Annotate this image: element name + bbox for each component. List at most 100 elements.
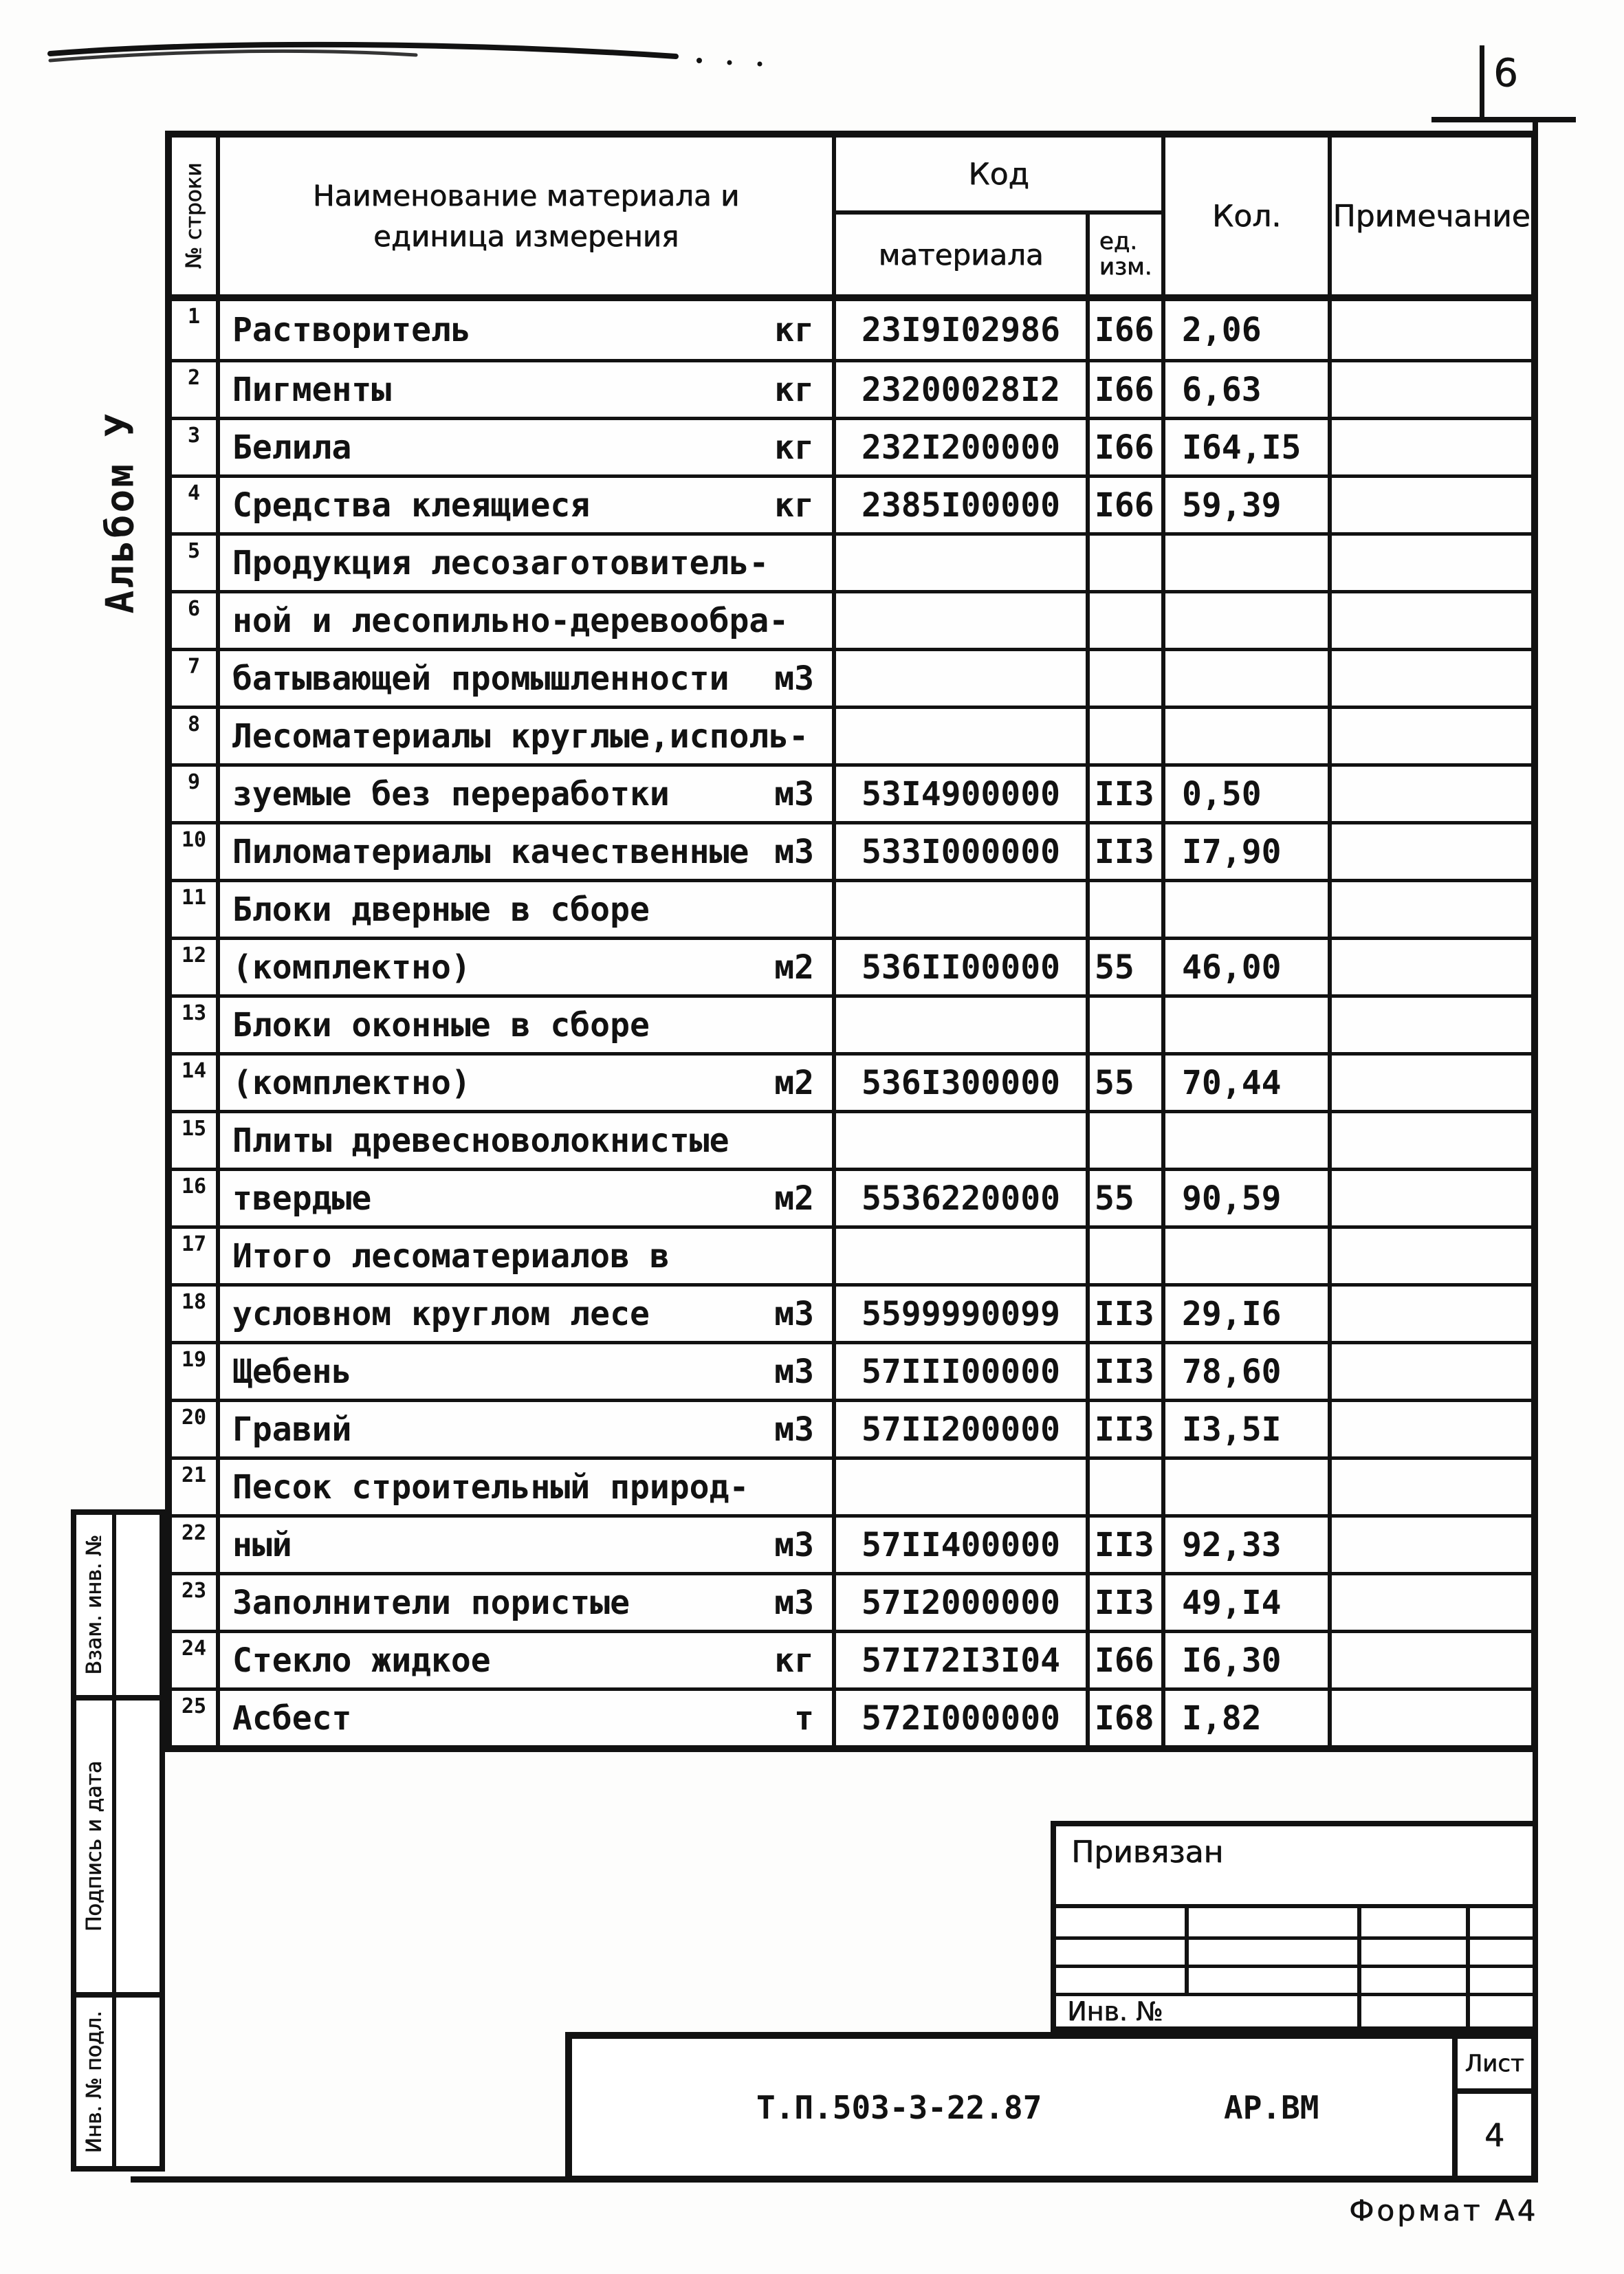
unit-code-cell: I66 <box>1090 478 1165 532</box>
material-name-cell: Блоки дверные в сборе <box>220 882 836 937</box>
stamp-cell-podpis: Подпись и дата <box>76 1701 160 1998</box>
grid-cell <box>1185 1936 1357 1965</box>
row-number-cell: 8 <box>172 709 220 763</box>
row-number-cell: 4 <box>172 478 220 532</box>
unit-code-cell: 55 <box>1090 1056 1165 1110</box>
material-name-cell: Растворитель кг <box>220 301 836 359</box>
material-name: Щебень <box>232 1352 352 1391</box>
table-row: 2 Пигменты кг 23200028I2 I66 6,63 <box>172 359 1531 417</box>
row-number-cell: 6 <box>172 593 220 648</box>
material-unit: м3 <box>774 659 814 698</box>
material-code-cell <box>836 1113 1090 1168</box>
table-header: № строки Наименование материала и единиц… <box>172 138 1531 301</box>
row-number-cell: 9 <box>172 767 220 821</box>
sheet-label: Лист <box>1458 2039 1531 2094</box>
quantity-cell: 46,00 <box>1165 940 1332 994</box>
material-name: Пиломатериалы качественные <box>232 832 749 871</box>
unit-code-cell: II3 <box>1090 767 1165 821</box>
header-unit-code: ед. изм. <box>1099 228 1152 281</box>
material-name: Продукция лесозаготовитель- <box>232 543 769 582</box>
material-unit: м2 <box>774 1179 814 1218</box>
material-code-cell: 23I9I02986 <box>836 301 1090 359</box>
material-code-cell: 5599990099 <box>836 1287 1090 1341</box>
unit-code-cell: I66 <box>1090 362 1165 417</box>
material-name: ный <box>232 1525 292 1564</box>
material-name: Стекло жидкое <box>232 1641 491 1680</box>
table-body: 1 Растворитель кг 23I9I02986 I66 2,06 2 Пигмент… <box>172 301 1531 1745</box>
quantity-cell <box>1165 709 1332 763</box>
unit-code-cell: 55 <box>1090 1171 1165 1225</box>
material-name-cell: Плиты древесноволокнистые <box>220 1113 836 1168</box>
table-row: 20 Гравий м3 57II200000 II3 I3,5I <box>172 1399 1531 1456</box>
quantity-cell: 90,59 <box>1165 1171 1332 1225</box>
row-number-cell: 3 <box>172 420 220 474</box>
table-row: 11 Блоки дверные в сборе <box>172 879 1531 937</box>
note-cell <box>1332 767 1531 821</box>
sheet-column: Лист 4 <box>1452 2039 1531 2176</box>
material-name-cell: условном круглом лесе м3 <box>220 1287 836 1341</box>
quantity-cell <box>1165 593 1332 648</box>
material-name: Средства клеящиеся <box>232 485 591 525</box>
material-name: зуемые без переработки <box>232 774 670 813</box>
material-name-cell: Стекло жидкое кг <box>220 1633 836 1687</box>
material-name-cell: Лесоматериалы круглые,исполь- <box>220 709 836 763</box>
sheet-number: 4 <box>1484 2116 1505 2154</box>
table-row: 10 Пиломатериалы качественные м3 533I000000… <box>172 821 1531 879</box>
grid-cell <box>1056 1965 1185 1993</box>
quantity-cell: 2,06 <box>1165 301 1332 359</box>
material-name: Итого лесоматериалов в <box>232 1236 670 1276</box>
note-cell <box>1332 1691 1531 1745</box>
material-code-cell: 232I200000 <box>836 420 1090 474</box>
material-code-cell <box>836 882 1090 937</box>
header-name-line2: единица измерения <box>373 219 679 253</box>
row-number-cell: 17 <box>172 1229 220 1283</box>
privyazan-grid: Инв. № <box>1056 1908 1533 2026</box>
row-number-cell: 19 <box>172 1344 220 1399</box>
material-code-cell <box>836 998 1090 1052</box>
stamp-label-podpis: Подпись и дата <box>82 1760 107 1932</box>
unit-code-cell: II3 <box>1090 1402 1165 1456</box>
material-code-cell: 536I300000 <box>836 1056 1090 1110</box>
grid-cell <box>1466 1908 1533 1936</box>
unit-code-cell <box>1090 536 1165 590</box>
note-cell <box>1332 1460 1531 1514</box>
material-name: Лесоматериалы круглые,исполь- <box>232 717 809 756</box>
material-unit: м3 <box>774 774 814 813</box>
row-number-cell: 5 <box>172 536 220 590</box>
quantity-cell <box>1165 882 1332 937</box>
material-code-cell: 57II400000 <box>836 1518 1090 1572</box>
unit-code-cell: I66 <box>1090 1633 1165 1687</box>
quantity-cell <box>1165 651 1332 706</box>
note-cell <box>1332 301 1531 359</box>
material-code-cell: 23200028I2 <box>836 362 1090 417</box>
row-number-cell: 10 <box>172 824 220 879</box>
material-name: (комплектно) <box>232 1063 471 1102</box>
material-code-cell: 536II00000 <box>836 940 1090 994</box>
note-cell <box>1332 651 1531 706</box>
note-cell <box>1332 1633 1531 1687</box>
material-unit: кг <box>774 311 814 349</box>
material-name: Пигменты <box>232 370 392 409</box>
grid-cell <box>1185 1908 1357 1936</box>
quantity-cell: I,82 <box>1165 1691 1332 1745</box>
side-stamp-column: Взам. инв. № Подпись и дата Инв. № подл. <box>71 1509 165 2172</box>
quantity-cell: 59,39 <box>1165 478 1332 532</box>
header-row-number-label: № строки <box>182 162 206 270</box>
row-number-cell: 14 <box>172 1056 220 1110</box>
unit-code-cell <box>1090 998 1165 1052</box>
quantity-cell: 0,50 <box>1165 767 1332 821</box>
album-label-text: Альбом У <box>98 411 143 613</box>
inventory-number-cell: Инв. № <box>1056 1993 1357 2026</box>
table-row: 9 зуемые без переработки м3 53I4900000 II3 0,… <box>172 763 1531 821</box>
grid-cell <box>1357 1965 1466 1993</box>
quantity-cell <box>1165 1460 1332 1514</box>
quantity-cell: I7,90 <box>1165 824 1332 879</box>
material-unit: м3 <box>774 1294 814 1333</box>
material-code-cell <box>836 709 1090 763</box>
grid-cell <box>1466 1993 1533 2026</box>
quantity-cell <box>1165 1229 1332 1283</box>
material-name: Асбест <box>232 1698 352 1738</box>
note-cell <box>1332 1518 1531 1572</box>
material-code-cell <box>836 536 1090 590</box>
material-name-cell: Гравий м3 <box>220 1402 836 1456</box>
